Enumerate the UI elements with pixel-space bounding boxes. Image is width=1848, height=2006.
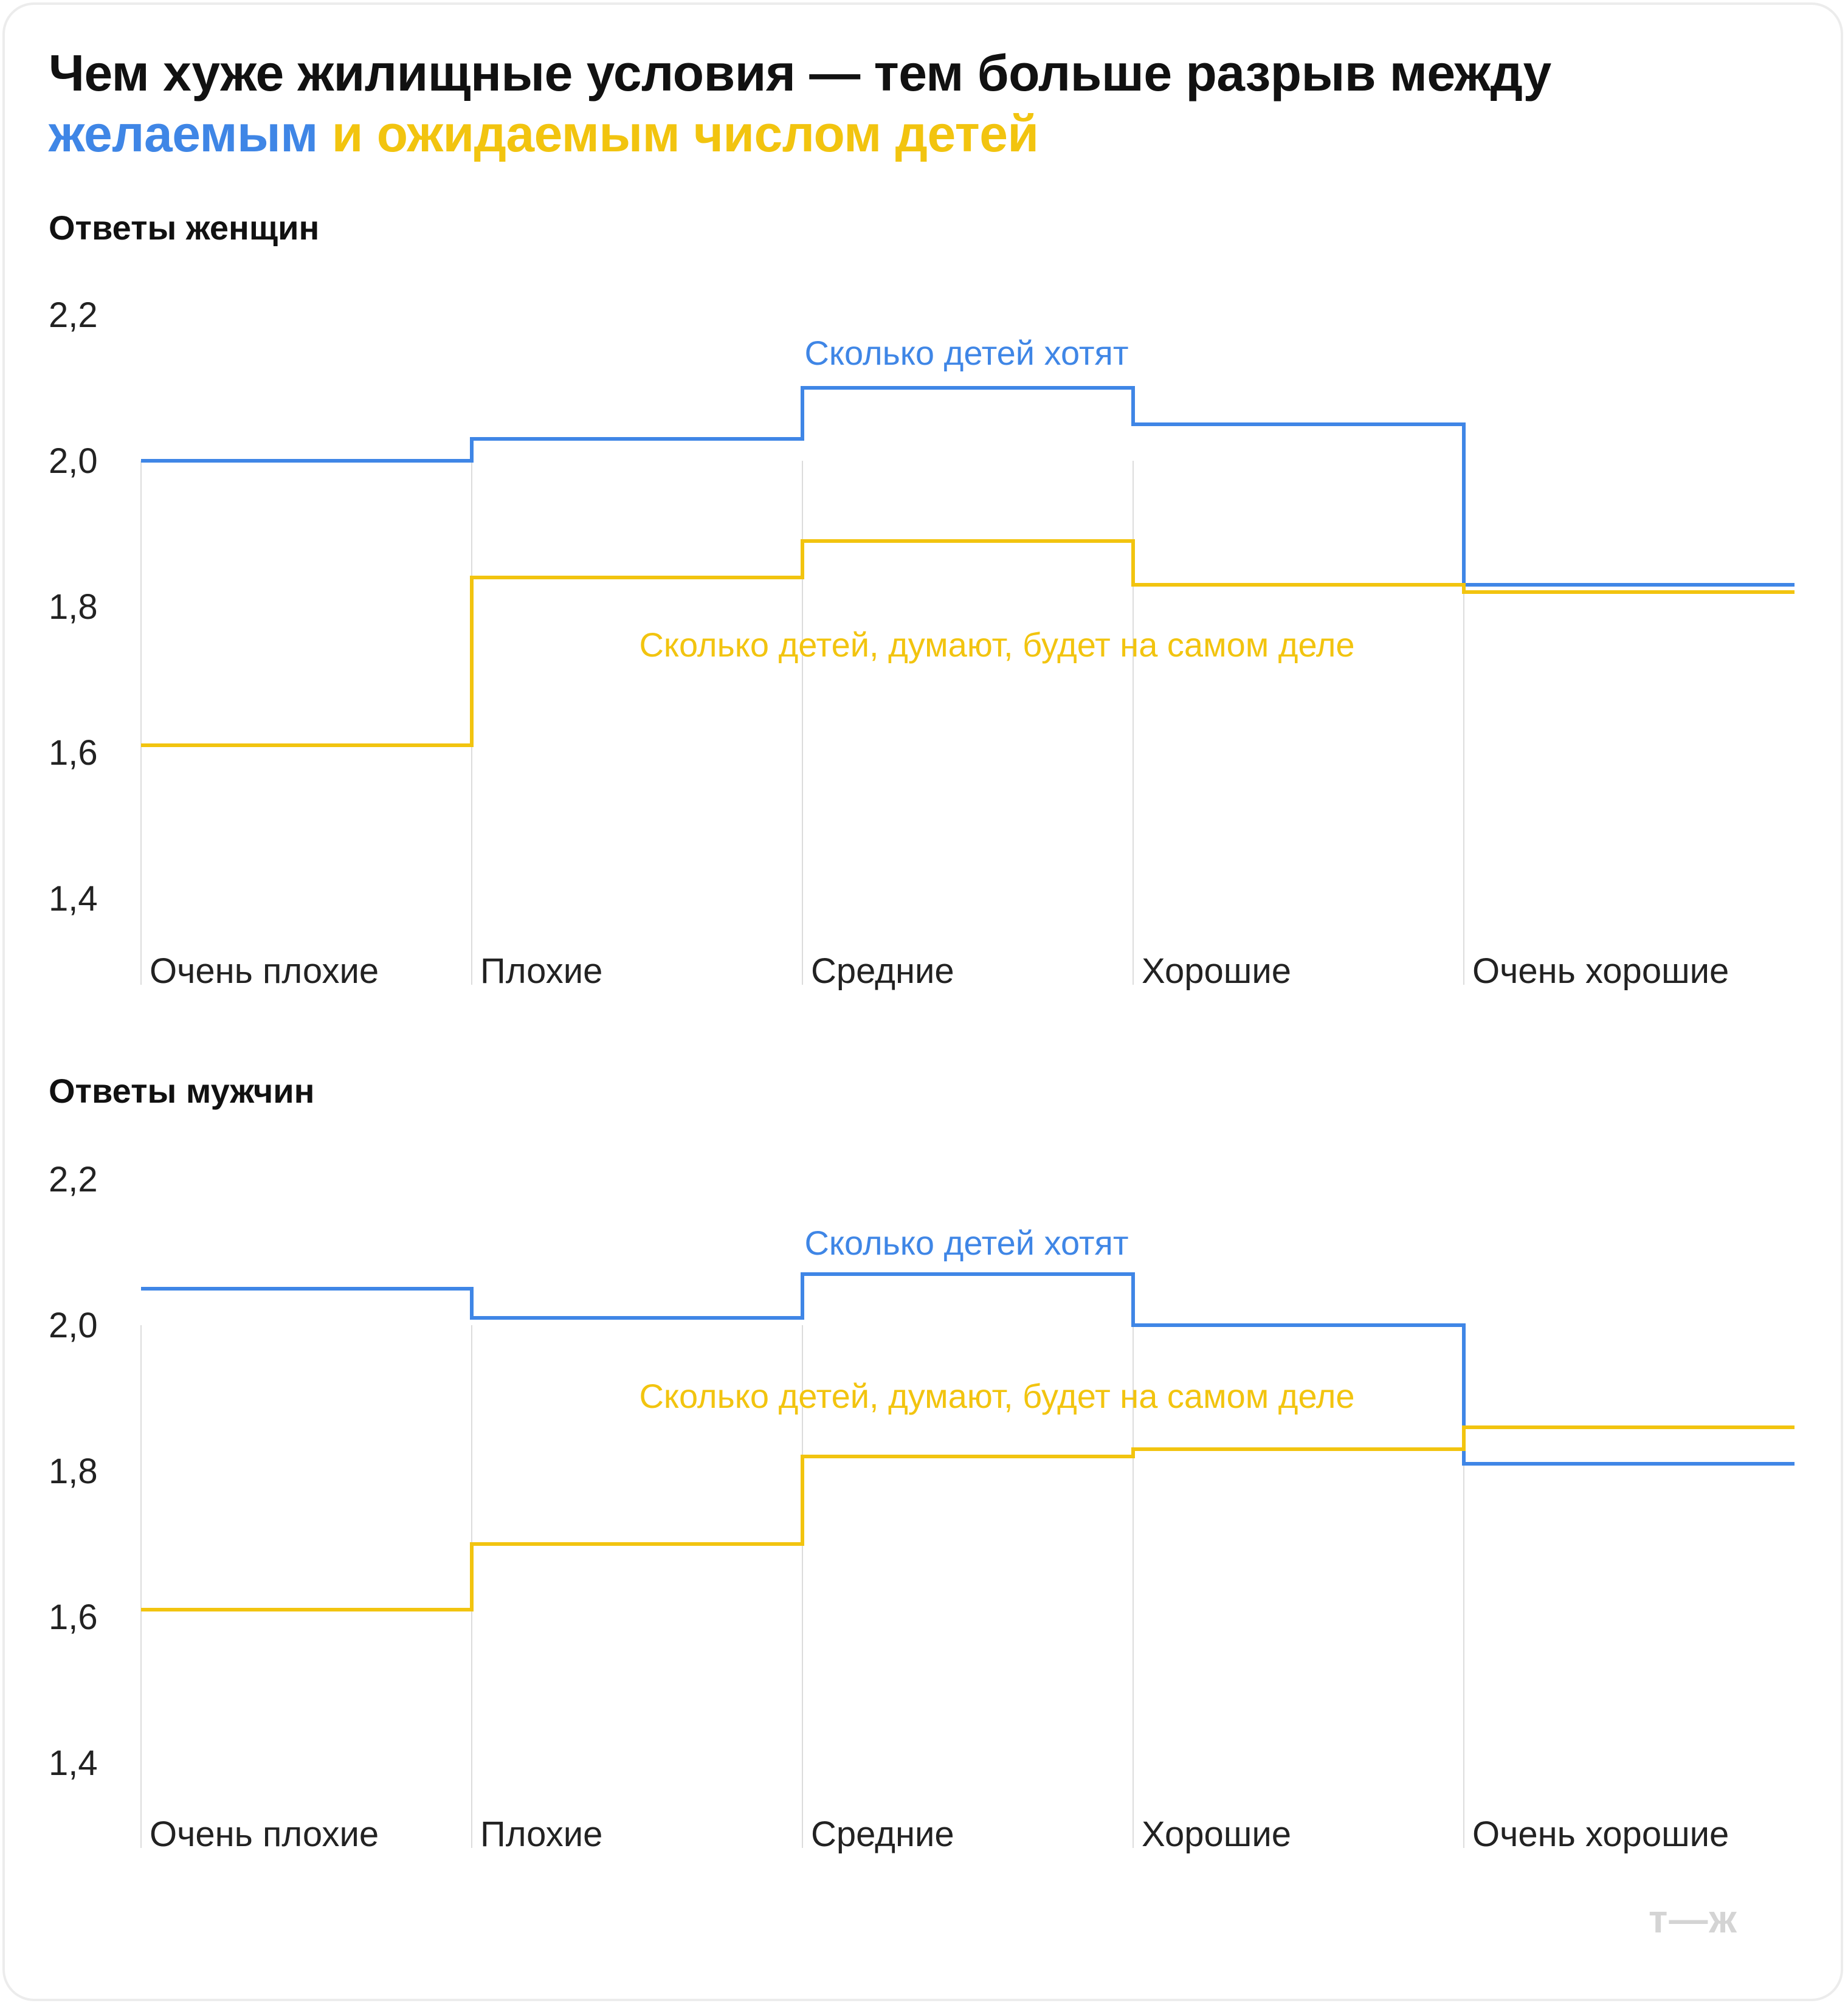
women-y-tick-label: 1,8 bbox=[49, 587, 98, 627]
title-line-1: Чем хуже жилищные условия — тем больше р… bbox=[49, 44, 1551, 102]
women-category-label: Плохие bbox=[480, 951, 602, 991]
men-desired-annotation: Сколько детей хотят bbox=[804, 1224, 1128, 1262]
title-line-2: желаемым и ожидаемым числом детей bbox=[49, 103, 1787, 164]
women-category-label: Хорошие bbox=[1142, 951, 1291, 991]
title-desired-part: желаемым bbox=[49, 105, 318, 162]
women-y-tick-label: 2,0 bbox=[49, 441, 98, 481]
men-category-label: Очень хорошие bbox=[1472, 1815, 1729, 1854]
women-category-label: Очень хорошие bbox=[1472, 951, 1729, 991]
men-section-title: Ответы мужчин bbox=[49, 1072, 315, 1110]
title-expected-part: и ожидаемым числом детей bbox=[331, 105, 1039, 162]
men-category-label: Средние bbox=[811, 1815, 954, 1854]
women-category-label: Очень плохие bbox=[150, 951, 379, 991]
tzh-logo: т—ж bbox=[1649, 1897, 1738, 1941]
women-desired-annotation: Сколько детей хотят bbox=[804, 334, 1128, 372]
men-y-tick-label: 1,4 bbox=[49, 1743, 98, 1783]
men-y-tick-label: 1,6 bbox=[49, 1598, 98, 1637]
women-expected-series-line bbox=[141, 539, 1795, 747]
chart-title: Чем хуже жилищные условия — тем больше р… bbox=[49, 43, 1787, 164]
men-desired-series-line bbox=[141, 1272, 1795, 1466]
men-expected-series-line bbox=[141, 1425, 1795, 1611]
men-y-tick-label: 2,0 bbox=[49, 1306, 98, 1345]
men-y-tick-label: 2,2 bbox=[49, 1160, 98, 1199]
men-y-tick-label: 1,8 bbox=[49, 1452, 98, 1491]
women-desired-series-line bbox=[141, 386, 1795, 587]
women-expected-annotation: Сколько детей, думают, будет на самом де… bbox=[639, 626, 1354, 664]
women-category-label: Средние bbox=[811, 951, 954, 991]
men-category-label: Хорошие bbox=[1142, 1815, 1291, 1854]
women-y-tick-label: 1,6 bbox=[49, 733, 98, 773]
men-category-label: Очень плохие bbox=[150, 1815, 379, 1854]
women-y-tick-label: 1,4 bbox=[49, 879, 98, 919]
men-expected-annotation: Сколько детей, думают, будет на самом де… bbox=[639, 1377, 1354, 1415]
women-section-title: Ответы женщин bbox=[49, 209, 320, 247]
men-category-label: Плохие bbox=[480, 1815, 602, 1854]
women-y-tick-label: 2,2 bbox=[49, 295, 98, 335]
